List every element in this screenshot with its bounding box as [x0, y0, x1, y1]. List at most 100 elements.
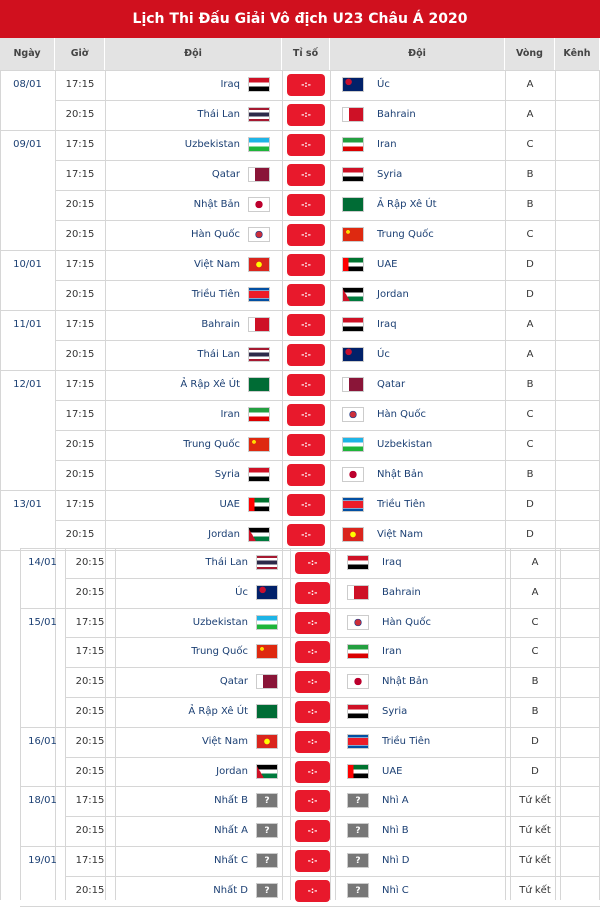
date: 18/01 — [28, 795, 57, 807]
score-button: -:- — [287, 224, 325, 246]
row-line — [20, 548, 600, 549]
away-team: Triều Tiên — [377, 499, 426, 510]
flag — [342, 377, 364, 392]
time: 20:15 — [65, 199, 95, 210]
flag-placeholder: ? — [347, 853, 369, 868]
score-button: -:- — [287, 164, 325, 186]
date: 13/01 — [13, 499, 42, 510]
away-team: Syria — [377, 169, 403, 180]
flag — [342, 527, 364, 542]
score-button: -:- — [295, 879, 330, 902]
round: A — [526, 349, 534, 360]
column-line — [555, 70, 556, 900]
round: A — [531, 557, 539, 568]
away-team: UAE — [377, 259, 398, 270]
flag — [342, 227, 364, 242]
table-border — [0, 70, 1, 900]
round: B — [526, 199, 534, 210]
score-button: -:- — [295, 671, 330, 694]
flag-placeholder: ? — [256, 853, 278, 868]
round: B — [531, 706, 539, 717]
time: 20:15 — [75, 557, 105, 568]
time: 20:15 — [75, 825, 105, 837]
round: C — [526, 229, 534, 240]
score-button: -:- — [287, 134, 325, 156]
round: C — [526, 439, 534, 450]
round: C — [526, 409, 534, 420]
away-team: UAE — [382, 765, 403, 777]
round: A — [526, 109, 534, 120]
home-team: Thái Lan — [197, 349, 240, 360]
home-team: Nhất A — [214, 825, 248, 837]
home-team: Iraq — [220, 79, 240, 90]
round: Tứ kết — [519, 795, 551, 807]
flag — [347, 704, 369, 719]
flag — [248, 167, 270, 182]
row-line — [0, 70, 600, 71]
flag — [248, 287, 270, 302]
time: 17:15 — [65, 409, 95, 420]
row-line — [0, 250, 600, 251]
away-team: Iran — [382, 646, 402, 658]
date: 09/01 — [13, 139, 42, 150]
score-button: -:- — [295, 850, 330, 872]
flag — [342, 317, 364, 332]
away-team: Hàn Quốc — [377, 409, 426, 420]
away-team: Iraq — [382, 557, 402, 568]
flag — [248, 437, 270, 452]
score-button: -:- — [295, 611, 330, 634]
flag — [256, 704, 278, 719]
date: 10/01 — [13, 259, 42, 270]
flag — [347, 674, 369, 690]
flag — [248, 347, 270, 362]
row-line — [65, 816, 600, 818]
score-button: -:- — [295, 730, 330, 753]
flag — [342, 107, 364, 122]
away-team: Bahrain — [382, 586, 421, 598]
flag — [248, 77, 270, 92]
home-team: UAE — [219, 499, 240, 510]
row-line — [20, 905, 600, 907]
home-team: Nhất B — [214, 795, 248, 807]
home-team: Trung Quốc — [183, 439, 240, 450]
round: Tứ kết — [519, 884, 551, 896]
score-button: -:- — [295, 701, 330, 723]
round: D — [526, 529, 534, 540]
round: Tứ kết — [519, 825, 551, 837]
row-line — [65, 637, 600, 639]
time: 17:15 — [65, 79, 95, 90]
home-team: Jordan — [216, 765, 248, 777]
score-button: -:- — [287, 464, 325, 486]
date: 14/01 — [28, 557, 57, 568]
date: 16/01 — [28, 735, 57, 747]
flag — [248, 407, 270, 422]
column-header: Ngày — [0, 38, 55, 70]
score-button: -:- — [295, 760, 330, 783]
time: 20:15 — [75, 765, 105, 777]
row-line — [55, 460, 600, 461]
away-team: Qatar — [377, 379, 406, 390]
row-line — [20, 607, 600, 609]
score-button: -:- — [295, 820, 330, 843]
time: 20:15 — [65, 469, 95, 480]
flag — [342, 407, 364, 422]
flag — [256, 555, 278, 570]
time: 17:15 — [75, 646, 105, 658]
column-line — [55, 70, 56, 900]
round: D — [531, 765, 539, 777]
column-header: Tỉ số — [282, 38, 330, 70]
flag — [347, 555, 369, 570]
flag — [347, 614, 369, 630]
time: 20:15 — [75, 706, 105, 717]
flag — [347, 584, 369, 600]
score-button: -:- — [287, 494, 325, 516]
column-header: Kênh — [555, 38, 600, 70]
time: 20:15 — [65, 529, 95, 540]
title-bar: Lịch Thi Đấu Giải Vô địch U23 Châu Á 202… — [0, 0, 600, 38]
round: D — [526, 289, 534, 300]
time: 17:15 — [75, 795, 105, 807]
flag — [342, 497, 364, 512]
flag-placeholder: ? — [256, 793, 278, 809]
flag — [248, 227, 270, 242]
